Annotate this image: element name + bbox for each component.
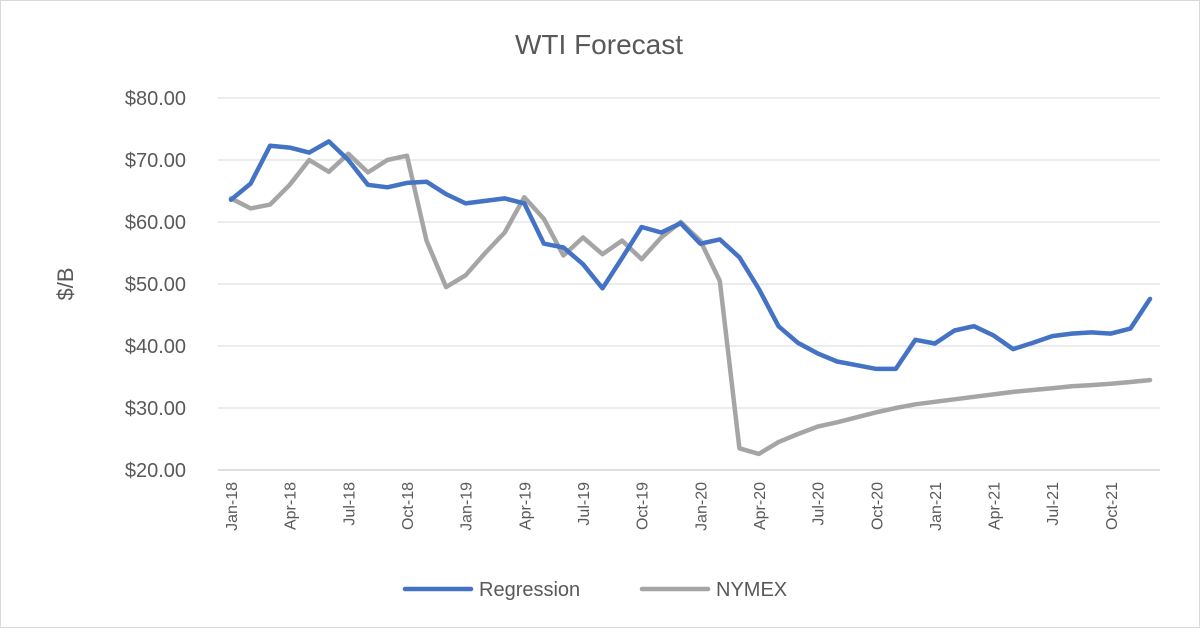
x-tick-label: Jul-20 — [811, 482, 828, 526]
x-tick-label: Apr-21 — [987, 482, 1004, 530]
x-tick-labels: Jan-18 Apr-18 Jul-18 Oct-18 Jan-19 Apr-19 Jul-… — [224, 482, 1121, 531]
x-tick-label: Apr-20 — [752, 482, 769, 530]
x-tick-label: Jul-19 — [576, 482, 593, 526]
series-line-nymex — [228, 151, 1153, 457]
x-tick-label: Oct-19 — [635, 482, 652, 530]
legend-label-nymex: NYMEX — [716, 579, 787, 601]
x-tick-label: Jan-19 — [459, 482, 476, 531]
y-tick-label: $50.00 — [125, 274, 186, 296]
y-tick-label: $60.00 — [125, 212, 186, 234]
legend-label-regression: Regression — [479, 579, 580, 601]
x-tick-label: Apr-19 — [517, 482, 534, 530]
x-tick-label: Jul-21 — [1045, 482, 1062, 526]
y-tick-labels: $20.00 $30.00 $40.00 $50.00 $60.00 $70.00 $80.… — [125, 88, 186, 482]
x-tick-label: Apr-18 — [283, 482, 300, 530]
x-tick-label: Jul-18 — [341, 482, 358, 526]
y-tick-label: $80.00 — [125, 88, 186, 110]
legend: Regression NYMEX — [402, 579, 787, 601]
x-tick-label: Oct-21 — [1104, 482, 1121, 530]
y-tick-label: $70.00 — [125, 150, 186, 172]
y-tick-label: $20.00 — [125, 460, 186, 482]
chart-title: WTI Forecast — [515, 29, 683, 60]
series-line-regression — [228, 139, 1153, 372]
x-tick-label: Jan-20 — [693, 482, 710, 531]
y-axis-label: $/B — [53, 267, 78, 300]
x-tick-label: Oct-20 — [869, 482, 886, 530]
x-tick-label: Jan-21 — [928, 482, 945, 531]
series-lines — [228, 139, 1153, 457]
x-tick-label: Oct-18 — [400, 482, 417, 530]
gridlines — [218, 97, 1160, 471]
y-tick-label: $40.00 — [125, 336, 186, 358]
y-tick-label: $30.00 — [125, 398, 186, 420]
x-tick-label: Jan-18 — [224, 482, 241, 531]
